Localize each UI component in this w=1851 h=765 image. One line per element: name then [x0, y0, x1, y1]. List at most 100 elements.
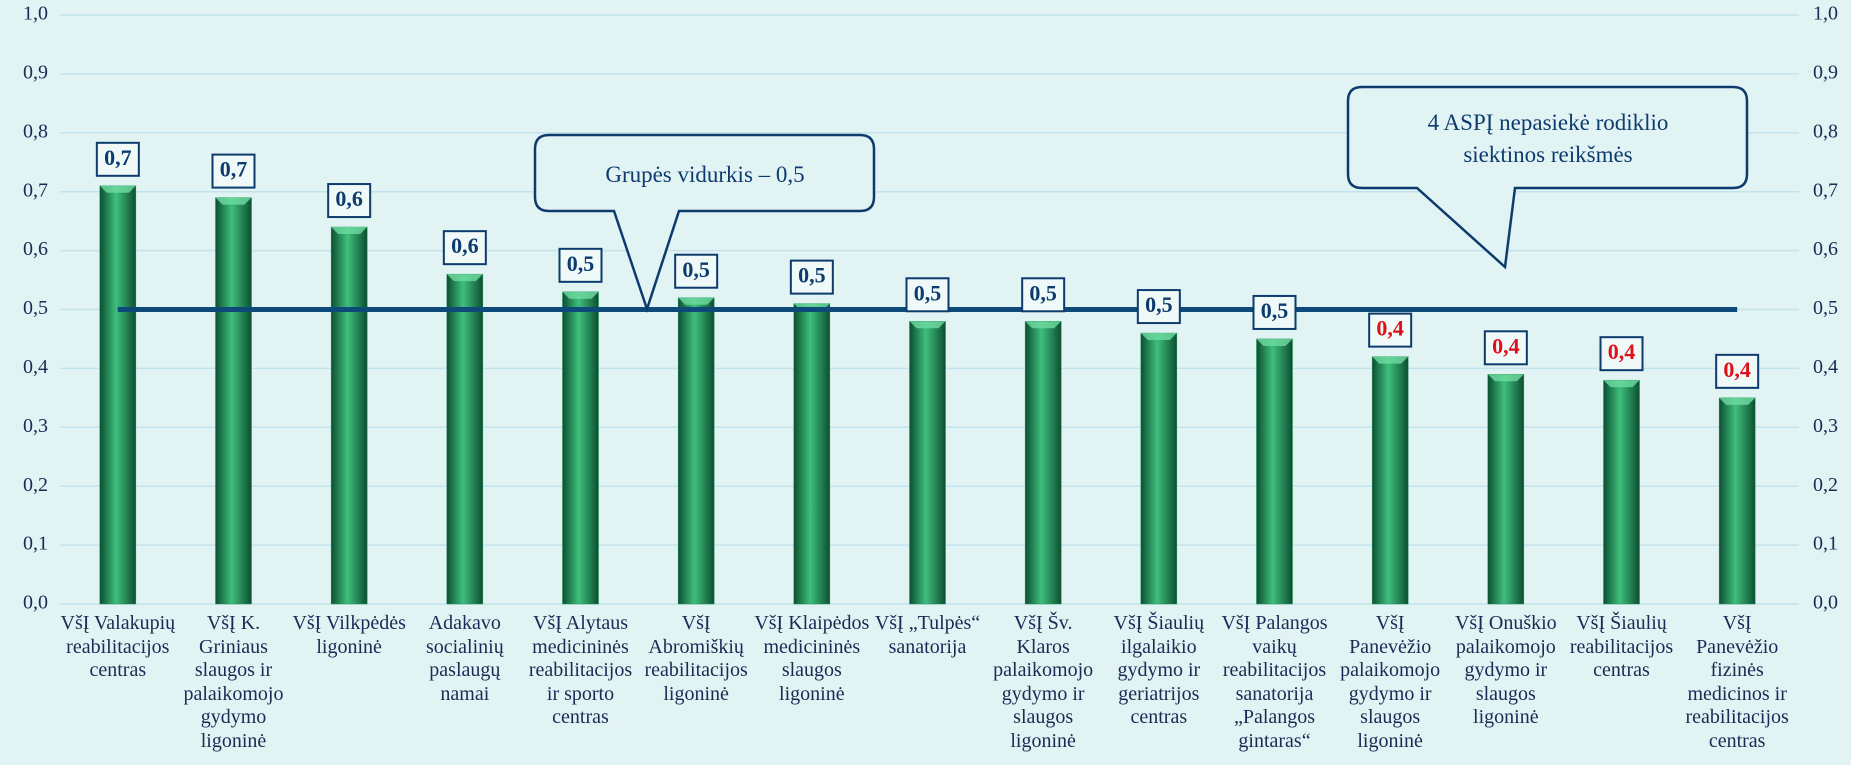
- bar: [1603, 379, 1640, 605]
- value-label-box: [905, 277, 950, 313]
- value-labels: 0,7 0,7 0,6 0,6 0,5 0,5 0,5 0,5 0,5 0,5 0,5 0,4 0,4 0…: [95, 141, 1760, 389]
- bar-cap: [1603, 380, 1640, 388]
- value-label-box: [789, 259, 834, 295]
- bar: [793, 303, 831, 605]
- bar: [1487, 374, 1525, 605]
- bar-cap: [99, 185, 136, 193]
- y2-tick-label: 0,9: [1813, 61, 1838, 83]
- bars: [99, 185, 1756, 605]
- value-label: 0,4: [1492, 333, 1520, 358]
- value-label-box: [442, 230, 487, 266]
- y-tick-label: 0,0: [23, 592, 48, 614]
- x-tick-label: VšĮ Valakupių reabilitacijos centras: [60, 612, 176, 681]
- x-tick-label: VšĮ „Tulpės“ sanatorija: [874, 612, 981, 658]
- y-tick-label: 0,6: [23, 238, 48, 260]
- y-tick-label: 1,0: [23, 3, 48, 25]
- callout-box: [1346, 85, 1749, 270]
- y2-tick-label: 0,0: [1813, 592, 1838, 614]
- bar: [215, 197, 252, 605]
- x-tick-label: VšĮ Šiaulių reabilitacijos centras: [1569, 612, 1674, 681]
- x-tick-label: VšĮ Panevėžio fizinės medicinos ir reabi…: [1685, 612, 1789, 752]
- value-label-box: [1021, 277, 1066, 313]
- x-tick-label: VšĮ K. Griniaus slaugos ir palaikomojo g…: [183, 612, 284, 752]
- y-tick-label: 0,9: [23, 61, 48, 83]
- value-label: 0,5: [1029, 280, 1057, 305]
- x-tick-label: VšĮ Panevėžio palaikomojo gydymo ir slau…: [1340, 612, 1441, 752]
- bar-cap: [1719, 397, 1756, 405]
- x-tick-label: VšĮ Palangos vaikų reabilitacijos sanato…: [1221, 612, 1328, 752]
- y-tick-label: 0,1: [23, 533, 48, 555]
- value-label-box: [1136, 289, 1181, 325]
- value-label-box: [1599, 336, 1644, 372]
- y2-tick-label: 0,6: [1813, 238, 1838, 260]
- value-label-box: [1715, 353, 1760, 389]
- y-tick-label: 0,2: [23, 474, 48, 496]
- value-label: 0,4: [1376, 316, 1404, 341]
- bar-cap: [1256, 338, 1293, 346]
- value-label: 0,5: [1145, 292, 1173, 317]
- value-label: 0,7: [220, 157, 248, 182]
- bar-cap: [678, 297, 715, 305]
- y2-tick-label: 0,1: [1813, 533, 1838, 555]
- y2-tick-label: 0,3: [1813, 415, 1838, 437]
- value-label-box: [1252, 294, 1297, 330]
- value-label: 0,5: [914, 280, 942, 305]
- value-label-box: [558, 247, 603, 283]
- value-label: 0,7: [104, 145, 132, 170]
- y2-tick-label: 0,2: [1813, 474, 1838, 496]
- value-label: 0,5: [567, 251, 595, 276]
- x-tick-label: VšĮ Abromiškių reabilitacijos ligoninė: [644, 612, 748, 705]
- value-label: 0,6: [451, 233, 479, 258]
- bar: [1718, 397, 1756, 605]
- value-label: 0,4: [1608, 339, 1636, 364]
- bar-cap: [562, 291, 599, 299]
- y-tick-label: 0,5: [23, 297, 48, 319]
- value-label: 0,5: [682, 257, 710, 282]
- value-label-box: [327, 183, 372, 219]
- bar: [562, 291, 599, 605]
- x-tick-label: VšĮ Šiaulių ilgalaikio gydymo ir geriatr…: [1113, 612, 1205, 728]
- value-label-box: [674, 253, 719, 289]
- value-label-box: [1368, 312, 1413, 348]
- value-label: 0,5: [798, 263, 826, 288]
- y-tick-label: 0,7: [23, 179, 48, 201]
- bar-cap: [446, 274, 483, 282]
- bar: [330, 226, 368, 605]
- x-tick-label: Adakavo socialinių paslaugų namai: [425, 612, 504, 705]
- x-tick-label: VšĮ Alytaus medicininės reabilitacijos i…: [528, 612, 633, 728]
- bar-cap: [331, 227, 368, 235]
- y2-tick-label: 1,0: [1813, 3, 1838, 25]
- value-label-box: [211, 153, 256, 189]
- x-tick-label: VšĮ Šv. Klaros palaikomojo gydymo ir sla…: [993, 612, 1094, 752]
- value-label: 0,5: [1261, 298, 1289, 323]
- y-tick-label: 0,8: [23, 120, 48, 142]
- y2-tick-label: 0,8: [1813, 120, 1838, 142]
- value-label-box: [1483, 330, 1528, 366]
- annotation: 4 ASPĮ nepasiekė rodiklio siektinos reik…: [1427, 110, 1669, 167]
- y2-tick-label: 0,5: [1813, 297, 1838, 319]
- x-tick-label: VšĮ Vilkpėdės ligoninė: [292, 612, 406, 658]
- value-label: 0,4: [1723, 357, 1751, 382]
- bar-cap: [1487, 374, 1524, 382]
- bar: [677, 297, 715, 605]
- bar-cap: [1140, 333, 1177, 341]
- x-tick-label: VšĮ Onuškio palaikomojo gydymo ir slaugo…: [1454, 612, 1557, 728]
- y2-tick-label: 0,7: [1813, 179, 1838, 201]
- bar: [909, 321, 946, 605]
- x-tick-label: VšĮ Klaipėdos medicininės slaugos ligoni…: [754, 612, 870, 705]
- bar-cap: [1372, 356, 1409, 364]
- y-tick-label: 0,3: [23, 415, 48, 437]
- bar: [1371, 356, 1409, 605]
- bar: [99, 185, 137, 605]
- value-label-box: [95, 141, 140, 177]
- callout-box: [533, 133, 876, 313]
- bar-cap: [909, 321, 946, 329]
- y-tick-label: 0,4: [23, 356, 48, 378]
- y2-tick-label: 0,4: [1813, 356, 1838, 378]
- bar: [446, 273, 484, 605]
- bar: [1140, 332, 1178, 605]
- bar-cap: [215, 197, 252, 205]
- bar: [1256, 338, 1293, 605]
